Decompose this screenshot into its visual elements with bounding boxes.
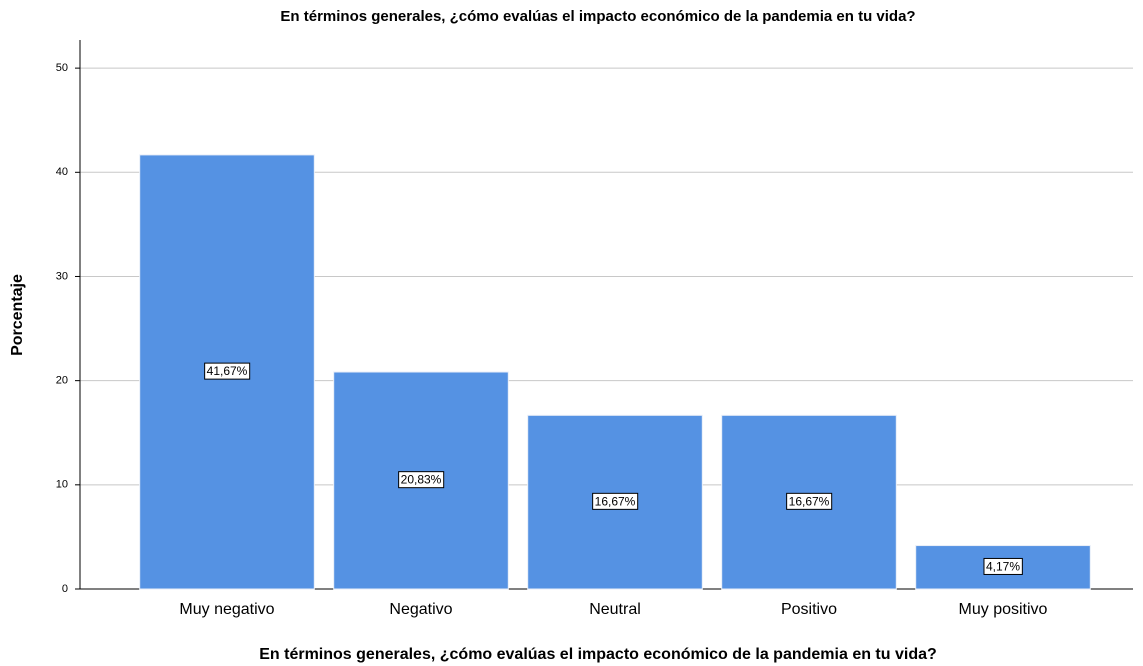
x-axis-title: En términos generales, ¿cómo evalúas el …: [259, 646, 937, 663]
y-tick-label: 50: [56, 62, 68, 74]
value-label-box: [204, 362, 251, 380]
y-tick-label: 0: [62, 583, 68, 595]
value-label-box: [592, 492, 639, 510]
chart-title: En términos generales, ¿cómo evalúas el …: [280, 8, 915, 25]
x-tick-label: Neutral: [589, 601, 641, 618]
value-label: 41,67%: [207, 364, 248, 378]
x-tick-label: Muy negativo: [179, 601, 274, 618]
value-label-box: [398, 471, 445, 489]
value-label: 4,17%: [986, 559, 1020, 573]
x-tick-label: Positivo: [781, 601, 837, 618]
x-tick-label: Muy positivo: [959, 601, 1048, 618]
y-axis-title: Porcentaje: [9, 274, 26, 356]
value-label-box: [983, 557, 1023, 575]
value-label: 16,67%: [595, 494, 636, 508]
y-tick-label: 30: [56, 270, 68, 282]
value-label-box: [786, 492, 833, 510]
value-label: 20,83%: [401, 473, 442, 487]
y-tick-label: 40: [56, 166, 68, 178]
y-tick-label: 20: [56, 375, 68, 387]
x-tick-label: Negativo: [389, 601, 452, 618]
y-tick-label: 10: [56, 479, 68, 491]
value-label: 16,67%: [789, 494, 830, 508]
